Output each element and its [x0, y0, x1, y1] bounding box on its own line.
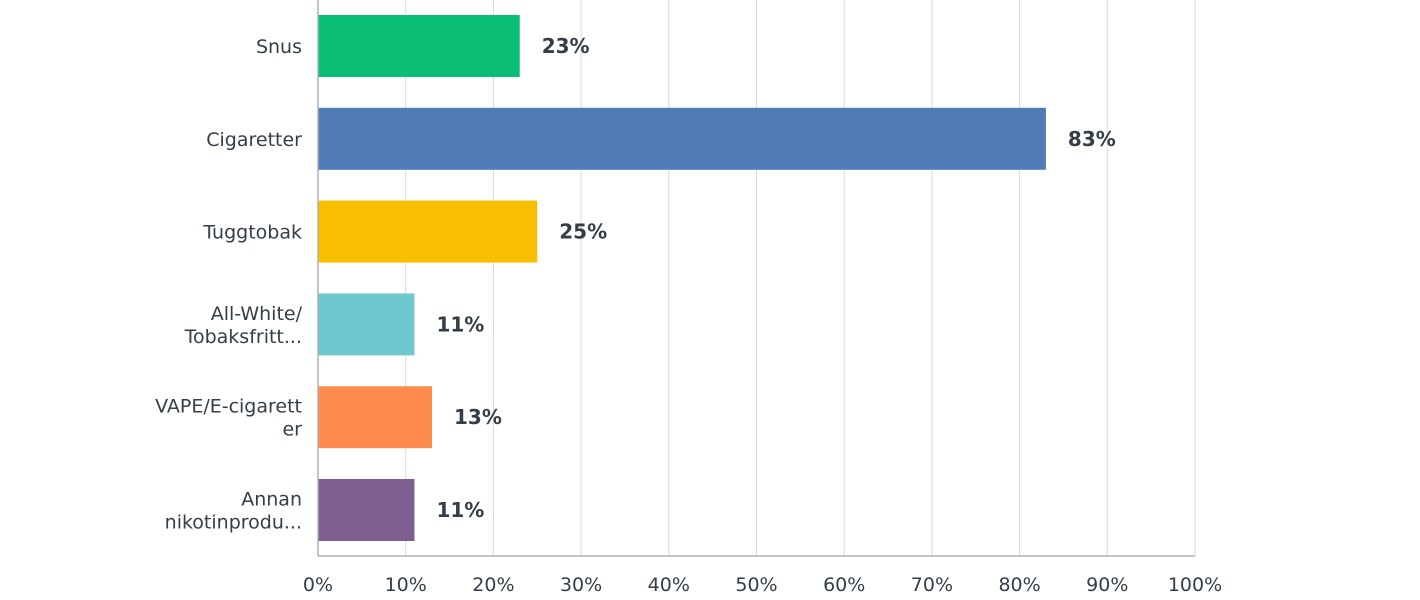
- x-tick-label: 80%: [998, 574, 1040, 596]
- data-label: 13%: [454, 405, 502, 429]
- bar: [318, 386, 433, 449]
- bar: [318, 293, 415, 356]
- x-tick-label: 100%: [1168, 574, 1222, 596]
- grid-lines: [405, 0, 1196, 556]
- data-label: 23%: [542, 34, 590, 58]
- x-tick-label: 0%: [303, 574, 333, 596]
- bar: [318, 15, 520, 77]
- x-tick-label: 30%: [560, 574, 602, 596]
- data-label: 11%: [436, 312, 484, 336]
- bar: [318, 479, 415, 541]
- category-label: Annan nikotinprodu...: [165, 489, 302, 534]
- x-tick-label: 10%: [385, 574, 427, 596]
- labels: 0% 10% 20% 30% 40% 50% 60% 70% 80% 90% 100% 23% Snus…: [155, 34, 1222, 596]
- axes: [317, 0, 1195, 557]
- data-label: 11%: [436, 498, 484, 522]
- x-tick-label: 70%: [911, 574, 953, 596]
- category-label: Snus: [256, 36, 302, 58]
- category-label: Cigaretter: [206, 129, 302, 151]
- x-tick-label: 20%: [472, 574, 514, 596]
- bar: [318, 107, 1046, 170]
- data-label: 25%: [559, 220, 607, 244]
- x-tick-label: 60%: [823, 574, 865, 596]
- category-label: Tuggtobak: [202, 222, 302, 244]
- data-label: 83%: [1068, 127, 1116, 151]
- x-tick-label: 50%: [735, 574, 777, 596]
- x-tick-label: 90%: [1086, 574, 1128, 596]
- category-label: All-White/Tobaksfritt...: [184, 303, 303, 348]
- bars: [318, 15, 1046, 541]
- x-tick-label: 40%: [648, 574, 690, 596]
- category-label: VAPE/E-cigarett er: [155, 396, 302, 441]
- bar: [318, 200, 538, 263]
